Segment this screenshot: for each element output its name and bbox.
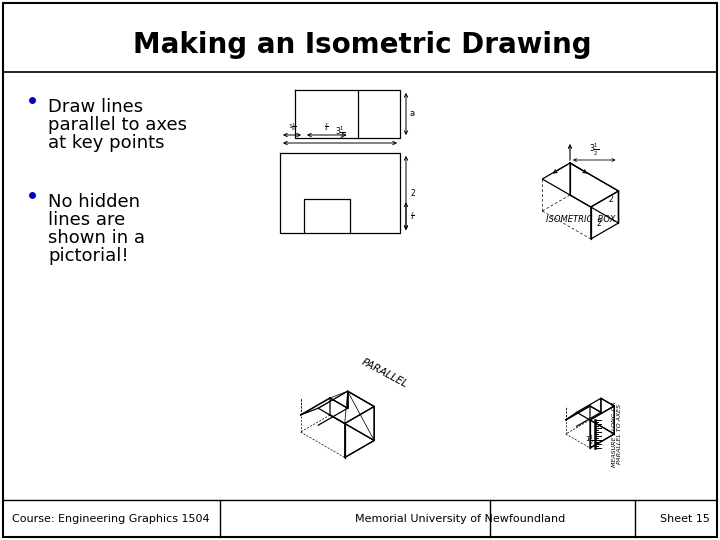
Text: No hidden: No hidden: [48, 193, 140, 211]
Text: $\frac{3}{4}$: $\frac{3}{4}$: [325, 121, 329, 133]
Text: Making an Isometric Drawing: Making an Isometric Drawing: [132, 31, 591, 59]
Text: shown in a: shown in a: [48, 229, 145, 247]
Text: lines are: lines are: [48, 211, 125, 229]
Text: 2: 2: [597, 219, 601, 227]
Text: $1\frac{1}{2}$: $1\frac{1}{2}$: [585, 434, 595, 448]
Text: 2: 2: [608, 194, 613, 204]
Text: $3\frac{1}{2}$: $3\frac{1}{2}$: [589, 142, 599, 158]
Text: PARALLEL: PARALLEL: [360, 357, 410, 389]
Text: $3\frac{1}{2}$: $3\frac{1}{2}$: [335, 125, 345, 141]
Text: at key points: at key points: [48, 134, 164, 152]
Text: parallel to axes: parallel to axes: [48, 116, 187, 134]
Text: Course: Engineering Graphics 1504: Course: Engineering Graphics 1504: [12, 514, 210, 524]
Text: Draw lines: Draw lines: [48, 98, 143, 116]
Text: $2$: $2$: [410, 187, 416, 199]
Text: $1\frac{1}{8}$: $1\frac{1}{8}$: [287, 121, 297, 133]
Text: Memorial University of Newfoundland: Memorial University of Newfoundland: [355, 514, 565, 524]
Text: pictorial!: pictorial!: [48, 247, 129, 265]
Text: a: a: [410, 110, 415, 118]
Text: MEASURE ALONG OR
PARALLEL TO AXES: MEASURE ALONG OR PARALLEL TO AXES: [612, 401, 622, 467]
Text: $\frac{3}{4}$: $\frac{3}{4}$: [410, 210, 415, 222]
Text: Sheet 15: Sheet 15: [660, 514, 710, 524]
Text: ISOMETRIC  BOX: ISOMETRIC BOX: [546, 215, 615, 224]
